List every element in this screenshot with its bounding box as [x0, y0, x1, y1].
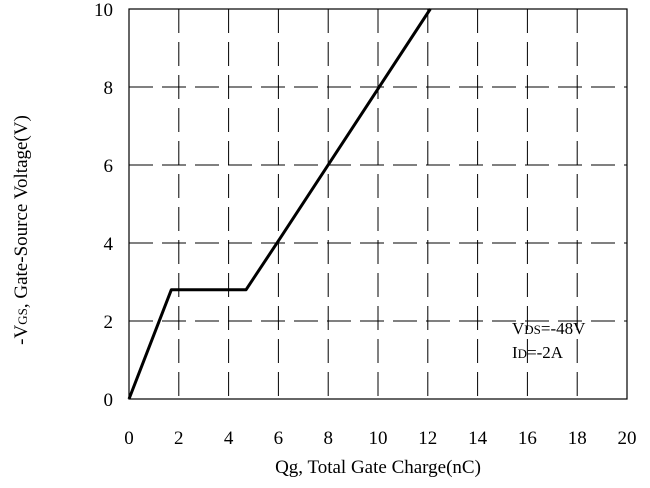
y-tick-label: 8 [104, 78, 114, 99]
y-tick-label: 10 [94, 0, 113, 21]
y-axis-title-sub: GS [15, 308, 30, 325]
x-tick-label: 10 [369, 428, 388, 449]
x-tick-label: 16 [518, 428, 537, 449]
x-tick-labels: 0 2 4 6 8 10 12 14 16 18 20 [124, 428, 636, 449]
annotation-id-main: I [512, 343, 518, 362]
annotation-vds-sub: DS [524, 322, 541, 337]
vgs-curve-line [127, 8, 432, 400]
y-tick-label: 4 [104, 234, 114, 255]
annotation-vds: VDS=-48V [512, 319, 586, 338]
x-tick-label: 8 [323, 428, 333, 449]
y-tick-labels: 0 2 4 6 8 10 [94, 0, 114, 411]
annotation-id-sub: D [518, 346, 527, 361]
y-axis-title-prefix: -V [11, 324, 32, 344]
annotation-vds-rest: =-48V [541, 319, 586, 338]
plot-frame [128, 8, 628, 400]
x-tick-label: 14 [468, 428, 488, 449]
x-tick-label: 12 [418, 428, 437, 449]
y-axis-title-rest: , Gate-Source Voltage(V) [11, 115, 32, 308]
x-tick-label: 4 [224, 428, 234, 449]
x-tick-label: 18 [568, 428, 587, 449]
x-tick-label: 6 [274, 428, 284, 449]
annotation-id: ID=-2A [512, 343, 564, 362]
y-axis-title: -VGS, Gate-Source Voltage(V) [11, 115, 32, 345]
series-group [127, 8, 432, 400]
x-axis-title: Qg, Total Gate Charge(nC) [275, 457, 481, 478]
annotation-vds-main: V [512, 319, 525, 338]
y-tick-label: 0 [104, 390, 114, 411]
y-tick-label: 6 [104, 156, 114, 177]
x-tick-label: 20 [618, 428, 637, 449]
x-tick-label: 2 [174, 428, 184, 449]
y-tick-label: 2 [104, 312, 114, 333]
grid-lines [129, 9, 627, 399]
x-tick-label: 0 [124, 428, 134, 449]
annotation-id-rest: =-2A [527, 343, 564, 362]
